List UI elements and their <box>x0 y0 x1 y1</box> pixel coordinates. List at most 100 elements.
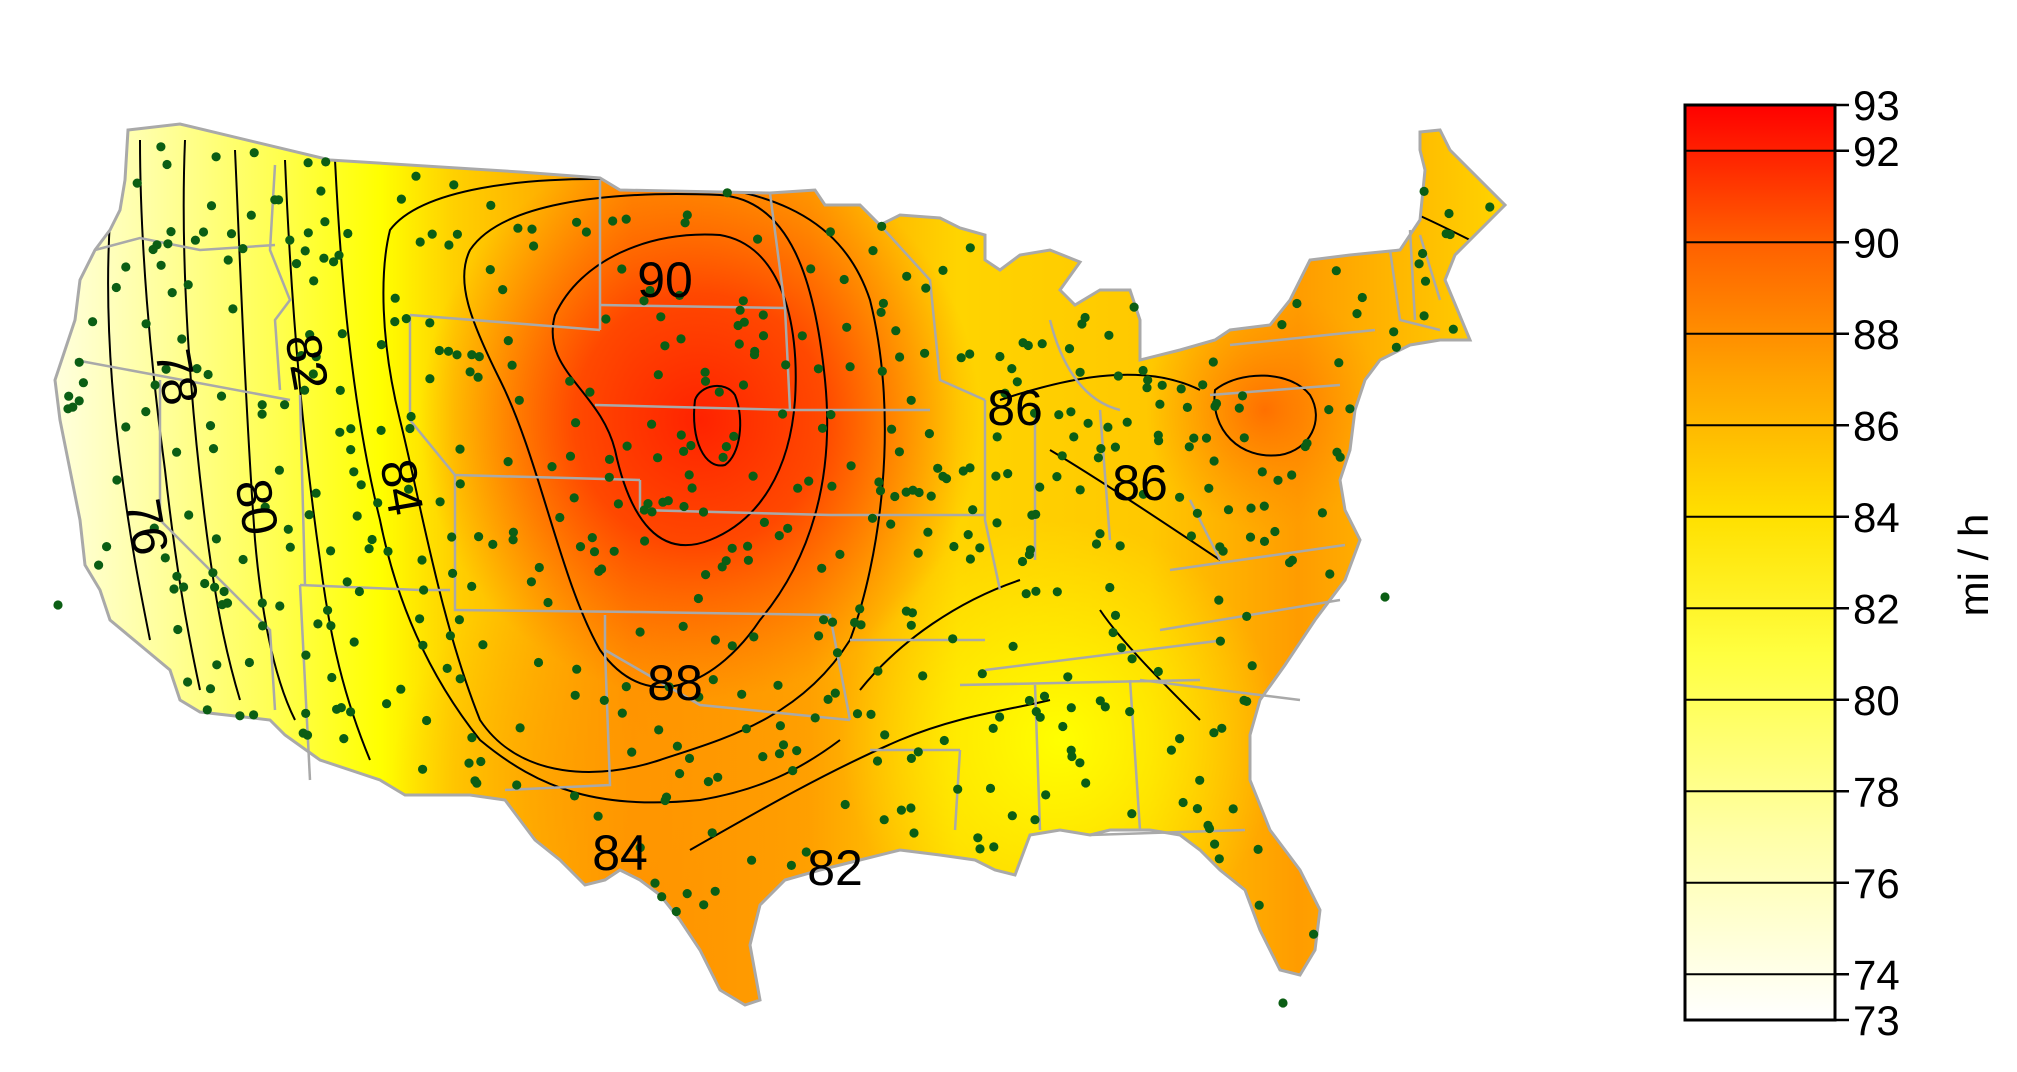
station-dot <box>1189 433 1199 443</box>
contour-line-86-northeast <box>1213 374 1317 457</box>
station-dot <box>74 357 84 367</box>
station-dot <box>832 648 843 658</box>
station-dot <box>1357 292 1367 303</box>
station-dot <box>1093 453 1103 463</box>
station-dot <box>321 157 331 167</box>
station-dot <box>543 597 553 608</box>
station-dot <box>300 385 310 395</box>
station-dot <box>212 660 222 670</box>
station-dot <box>650 878 660 888</box>
station-dot <box>1103 422 1113 432</box>
contour-label-88: 88 <box>647 655 703 711</box>
station-dot <box>797 331 807 341</box>
station-dot <box>813 364 824 374</box>
contour-line-84 <box>334 159 841 804</box>
station-dot <box>814 631 824 641</box>
station-dot <box>329 257 339 267</box>
station-dot <box>608 216 618 226</box>
colorbar-tick-label: 88 <box>1853 311 1900 358</box>
station-dot <box>850 617 860 628</box>
station-dot <box>609 546 619 556</box>
weather-stations <box>53 142 1495 1008</box>
station-dot <box>343 228 353 239</box>
station-dot <box>647 419 657 429</box>
station-dot <box>920 348 930 358</box>
state-border-mi-lp <box>1048 319 1121 412</box>
station-dot <box>823 694 833 705</box>
station-dot <box>1245 532 1256 542</box>
station-dot <box>303 228 313 238</box>
station-dot <box>1115 541 1125 551</box>
station-dot <box>887 424 897 434</box>
station-dot <box>569 493 579 503</box>
station-dot <box>1198 380 1208 390</box>
station-dot <box>1157 380 1167 390</box>
station-dot <box>866 709 876 720</box>
contour-label-82-idaho: 82 <box>274 330 339 395</box>
station-dot <box>1031 586 1041 596</box>
station-dot <box>804 476 814 486</box>
station-dot <box>415 614 425 624</box>
contour-label-84-texas: 84 <box>592 825 648 881</box>
station-dot <box>337 329 347 339</box>
station-dot <box>734 339 744 349</box>
colorbar-tick-label: 73 <box>1853 997 1900 1044</box>
station-dot <box>1000 388 1010 398</box>
state-border-ks-ok <box>639 610 852 721</box>
station-dot <box>1058 721 1068 732</box>
station-dot <box>977 669 987 679</box>
station-dot <box>1057 451 1067 461</box>
state-border-nm-tx <box>504 649 612 792</box>
station-dot <box>923 527 933 537</box>
station-dot <box>992 518 1002 528</box>
station-dot <box>710 635 721 645</box>
station-dot <box>190 235 200 245</box>
station-dot <box>346 707 356 717</box>
station-dot <box>488 539 498 550</box>
station-dot <box>1096 444 1106 454</box>
station-dot <box>738 296 748 306</box>
station-dot <box>226 229 237 239</box>
station-dot <box>473 372 483 382</box>
station-dot <box>1052 472 1062 482</box>
station-dot <box>926 491 936 501</box>
state-border-vt-nh <box>1408 229 1417 321</box>
station-dot <box>684 753 695 764</box>
station-dot <box>879 815 889 825</box>
station-dot <box>238 554 248 565</box>
station-dot <box>758 331 769 341</box>
station-dot <box>1184 442 1194 452</box>
us-outline <box>53 122 1508 1007</box>
station-dot <box>737 689 747 699</box>
state-border-wy-co <box>408 315 641 482</box>
station-dot <box>635 627 645 637</box>
station-dot <box>1041 790 1051 800</box>
station-dot <box>177 334 187 344</box>
station-dot <box>1104 330 1114 340</box>
station-dot <box>376 425 386 435</box>
station-dot <box>465 367 475 377</box>
station-dot <box>208 444 219 454</box>
station-dot <box>727 543 737 553</box>
station-dot <box>839 274 849 285</box>
station-dot <box>349 637 359 647</box>
station-dot <box>162 159 172 170</box>
station-dot <box>246 210 256 220</box>
station-dot <box>640 536 650 546</box>
station-dot <box>1242 611 1252 622</box>
station-dot <box>418 764 428 774</box>
station-dot <box>664 682 674 692</box>
station-dot <box>508 527 518 537</box>
contour-lines <box>107 139 1471 851</box>
station-dot <box>1007 811 1017 821</box>
station-dot <box>449 180 459 190</box>
station-dot <box>1218 546 1228 556</box>
station-dot <box>1259 501 1269 511</box>
station-dot <box>589 547 600 557</box>
station-dot <box>788 766 798 776</box>
station-dot <box>965 554 976 564</box>
station-dot <box>617 264 627 274</box>
station-dot <box>455 674 465 684</box>
station-dot <box>686 440 696 451</box>
state-border-wi-west <box>879 224 986 402</box>
